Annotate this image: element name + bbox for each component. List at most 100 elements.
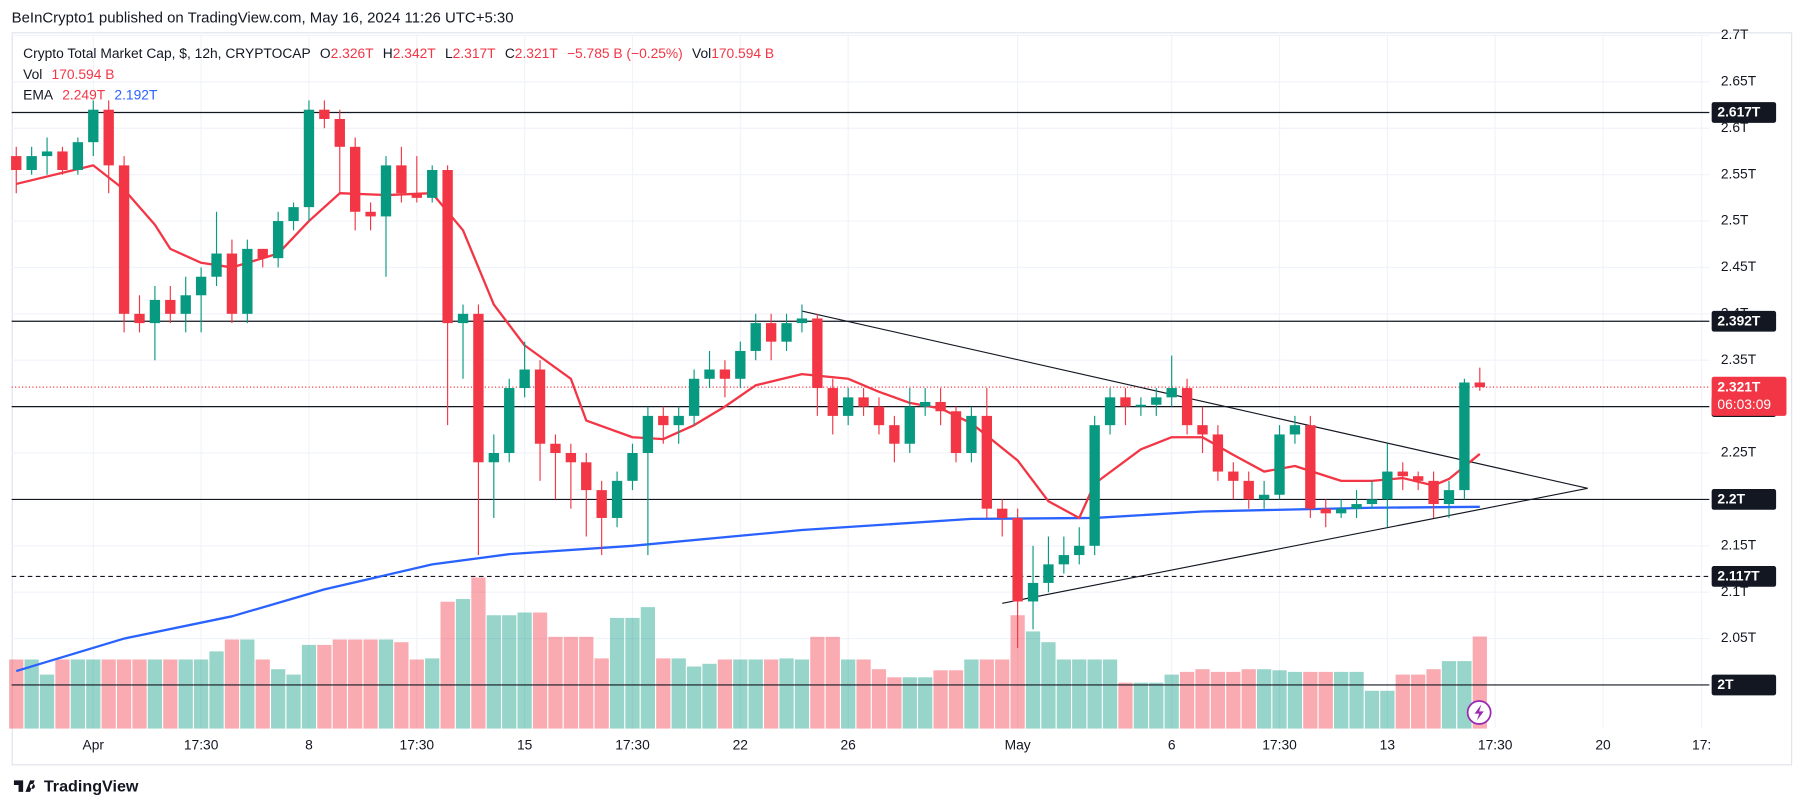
legend-value: 2.321T	[515, 45, 559, 61]
candle-body	[889, 425, 900, 444]
candle-body	[1274, 434, 1285, 495]
candle-body	[288, 207, 299, 222]
candle-body	[966, 415, 977, 454]
volume-bar	[609, 617, 625, 729]
candle-body	[257, 248, 268, 259]
volume-bar	[794, 659, 810, 729]
volume-bar	[101, 659, 116, 729]
trendline	[801, 310, 1588, 489]
volume-bar	[1287, 671, 1303, 729]
candle-body	[319, 109, 330, 119]
volume-bar	[193, 659, 209, 729]
candle-body	[858, 397, 869, 407]
candle-body	[195, 276, 207, 296]
candle-body	[118, 165, 130, 314]
candle-body	[750, 323, 761, 351]
candle-body	[1258, 494, 1270, 500]
candle-body	[457, 313, 469, 324]
candle-body	[396, 165, 407, 194]
candle-body	[673, 415, 684, 426]
volume-bar	[656, 658, 671, 729]
candle-body	[1166, 388, 1177, 398]
candle-body	[1289, 425, 1301, 435]
volume-bar	[1025, 631, 1041, 729]
volume-bar	[933, 670, 948, 729]
volume-bar	[9, 659, 24, 729]
volume-bar	[887, 677, 902, 729]
candle-body	[997, 508, 1008, 518]
x-tick-label: 22	[733, 736, 748, 752]
candle-body	[565, 453, 577, 463]
candle-body	[550, 443, 561, 454]
candle-body	[1228, 471, 1239, 481]
candle-body	[1074, 545, 1085, 556]
volume-bar	[671, 658, 686, 729]
candle-body	[488, 453, 500, 463]
candle-body	[1212, 434, 1224, 472]
volume-bar	[825, 636, 840, 729]
candle-body	[1151, 397, 1162, 405]
y-tick-label: 2.25T	[1721, 444, 1757, 460]
volume-bar	[579, 636, 594, 729]
volume-bar	[178, 659, 193, 729]
legend-key: O	[320, 45, 331, 61]
candle-body	[1089, 425, 1100, 546]
candle-body	[1320, 508, 1331, 514]
candle-body	[735, 350, 746, 379]
alert-icon[interactable]	[1466, 700, 1492, 725]
volume-bar	[317, 644, 332, 729]
volume-bar	[1318, 671, 1333, 729]
candle-body	[904, 406, 915, 444]
candle-body	[812, 318, 823, 389]
candle-body	[1412, 476, 1424, 481]
candle-body	[349, 146, 361, 212]
y-tick-label: 2.1T	[1721, 583, 1749, 599]
volume-bar	[24, 659, 39, 729]
candle-body	[920, 401, 931, 407]
volume-bar	[1395, 674, 1410, 729]
volume-bar	[1149, 682, 1164, 729]
x-tick-label: 13	[1380, 736, 1396, 752]
volume-bar	[548, 636, 563, 729]
candle-body	[1181, 388, 1193, 426]
candle-body	[303, 109, 315, 208]
volume-bar	[918, 677, 933, 729]
legend-value: 2.192T	[114, 86, 158, 102]
candle-body	[1058, 555, 1070, 565]
legend-value: 2.326T	[331, 45, 375, 61]
candle-body	[41, 151, 53, 157]
x-tick-label: 17:	[1692, 736, 1711, 752]
legend-key: H	[383, 45, 393, 61]
plot-area: Apr 17:30 8 17:30 15 17:30 22 26 May 6 17:30 13 17:3…	[9, 26, 1787, 752]
volume-bar	[733, 659, 748, 729]
level-label-box	[1711, 310, 1777, 332]
last-price-box	[1711, 376, 1787, 416]
volume-bar	[224, 639, 240, 729]
volume-bar	[425, 658, 440, 729]
candle-body	[165, 299, 176, 314]
y-tick-label: 2.7T	[1721, 26, 1749, 42]
volume-bar	[409, 659, 424, 729]
volume-bar	[1426, 669, 1441, 729]
legend-value: 2.249T	[62, 86, 106, 102]
candle-body	[134, 313, 145, 324]
volume-bar	[1364, 690, 1380, 729]
volume-bar	[70, 659, 86, 729]
candle-body	[149, 299, 161, 324]
volume-bar	[163, 659, 178, 729]
candle-body	[796, 318, 808, 324]
volume-bar	[841, 659, 856, 729]
volume-bar	[378, 639, 394, 729]
legend-value: 170.594 B	[52, 65, 115, 81]
volume-bar	[271, 669, 286, 729]
volume-bar	[1102, 659, 1118, 729]
level-label: 2T	[1717, 676, 1734, 692]
volume-bar	[1087, 659, 1102, 729]
candle-body	[596, 490, 607, 518]
volume-bar	[1349, 671, 1364, 729]
volume-bar	[1241, 669, 1256, 729]
candle-body	[226, 253, 238, 314]
x-tick-label: 17:30	[400, 736, 435, 752]
volume-bar	[1411, 674, 1426, 729]
